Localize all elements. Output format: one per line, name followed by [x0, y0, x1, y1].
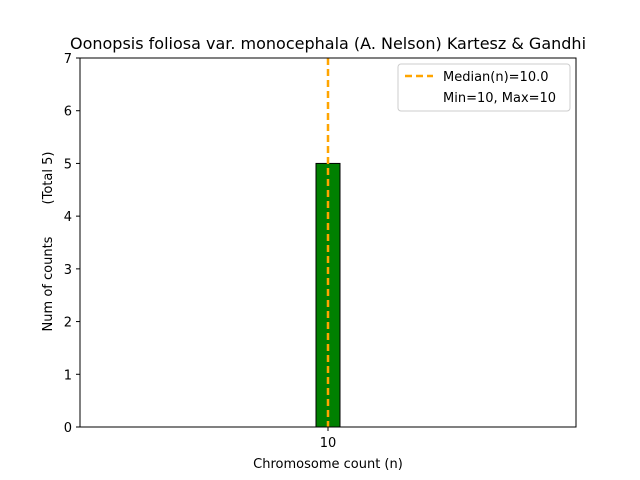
legend-entry-minmax: Min=10, Max=10 — [443, 91, 556, 106]
y-tick-label: 4 — [64, 210, 72, 225]
legend: Median(n)=10.0 Min=10, Max=10 — [397, 63, 571, 112]
y-tick-label: 7 — [64, 52, 72, 67]
plot-area-frame — [79, 57, 577, 428]
y-tick-label: 2 — [64, 316, 72, 331]
y-axis-ticks: 0 1 2 3 4 5 6 7 — [64, 52, 80, 436]
legend-entry-median: Median(n)=10.0 — [443, 70, 549, 85]
chart-title: Oonopsis foliosa var. monocephala (A. Ne… — [70, 34, 586, 53]
y-tick-label: 6 — [64, 105, 72, 120]
y-tick-label: 1 — [64, 368, 72, 383]
legend-box — [397, 63, 571, 112]
x-axis-ticks: 10 — [320, 427, 337, 451]
x-axis-label: Chromosome count (n) — [253, 457, 403, 472]
y-tick-label: 3 — [64, 263, 72, 278]
x-tick-label: 10 — [320, 436, 337, 451]
y-axis-label: Num of counts — [41, 236, 56, 331]
y-axis-total-label: (Total 5) — [41, 152, 56, 205]
y-tick-label: 5 — [64, 157, 72, 172]
y-tick-label: 0 — [64, 421, 72, 436]
